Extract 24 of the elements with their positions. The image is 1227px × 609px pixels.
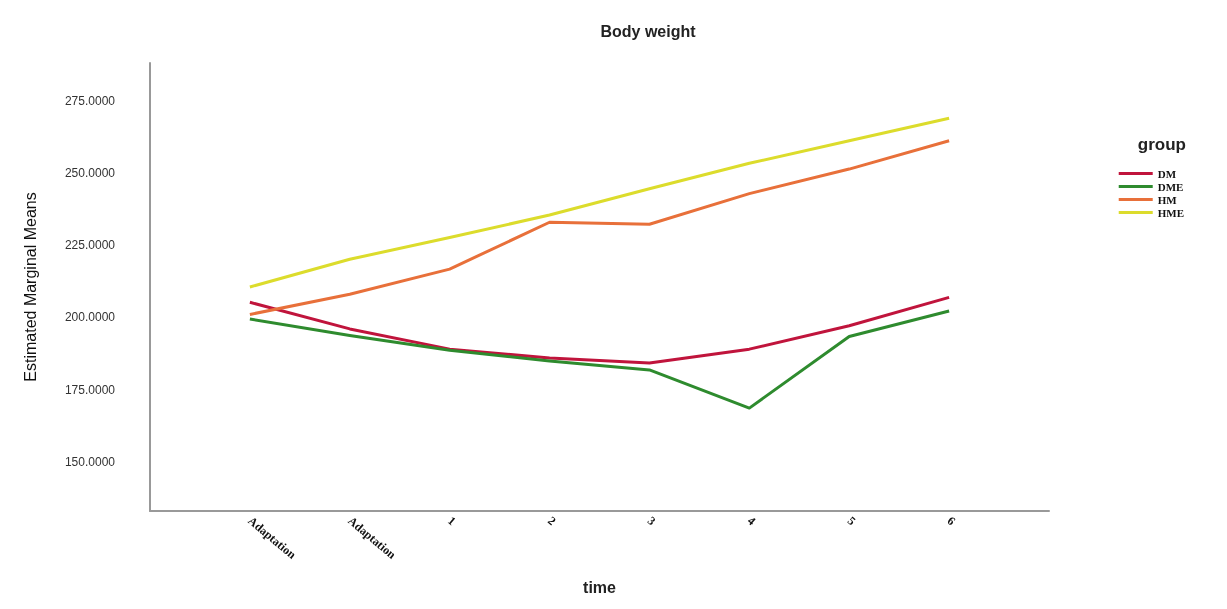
line-series [248, 116, 951, 289]
line-series [248, 309, 951, 410]
y-tick-label: 150.0000 [64, 454, 116, 469]
line-series [248, 295, 951, 365]
x-tick-label: 3 [644, 513, 659, 529]
y-tick-label: 175.0000 [64, 382, 116, 397]
y-tick-label: 200.0000 [64, 310, 116, 325]
x-tick-label: 6 [944, 513, 959, 529]
x-tick-label: 4 [744, 513, 759, 529]
legend-label: DME [1157, 180, 1184, 193]
legend-label: HME [1157, 206, 1185, 219]
chart-title: Body weight [600, 22, 697, 40]
x-tick-label: 2 [545, 513, 559, 529]
legend-title: group [1137, 135, 1186, 154]
legend-label: HM [1157, 193, 1178, 206]
x-axis-title: time [583, 578, 617, 596]
line-series [248, 139, 951, 316]
x-tick-label: 5 [844, 513, 859, 529]
legend-label: DM [1157, 167, 1177, 180]
y-tick-label: 250.0000 [64, 165, 116, 180]
y-axis-title: Estimated Marginal Means [21, 192, 39, 382]
y-tick-label: 225.0000 [64, 238, 116, 253]
x-tick-label: 1 [445, 513, 459, 529]
y-tick-label: 275.0000 [64, 93, 116, 108]
